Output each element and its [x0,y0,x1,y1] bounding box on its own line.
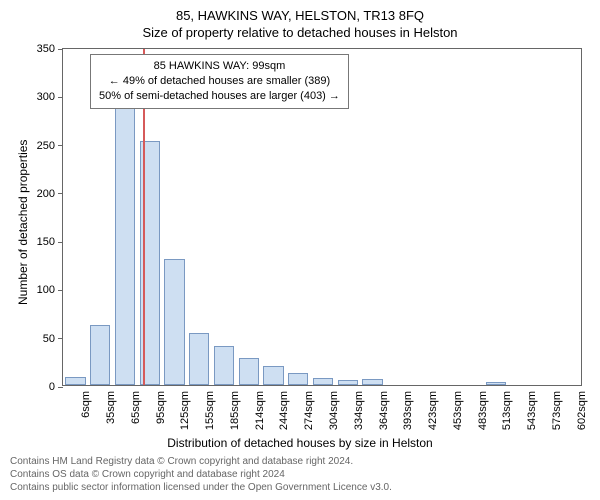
ytick-label: 50 [43,333,63,345]
xtick-label: 483sqm [477,391,489,430]
footer-line-2: Contains OS data © Crown copyright and d… [10,468,392,481]
histogram-bar [164,259,184,385]
xtick-label: 244sqm [278,391,290,430]
histogram-bar [313,378,333,385]
annotation-line-2: ← 49% of detached houses are smaller (38… [99,74,340,89]
ytick-label: 250 [37,140,63,152]
xtick-label: 35sqm [105,391,117,424]
xtick-label: 602sqm [576,391,588,430]
xtick-label: 423sqm [427,391,439,430]
histogram-bar [90,325,110,385]
footer-line-3: Contains public sector information licen… [10,481,392,494]
xtick-label: 274sqm [303,391,315,430]
xtick-label: 214sqm [254,391,266,430]
annotation-box: 85 HAWKINS WAY: 99sqm ← 49% of detached … [90,54,349,109]
y-axis-label: Number of detached properties [16,140,30,305]
xtick-label: 95sqm [155,391,167,424]
footer: Contains HM Land Registry data © Crown c… [10,455,392,494]
xtick-label: 304sqm [328,391,340,430]
ytick-label: 200 [37,188,63,200]
histogram-bar [288,373,308,385]
ytick-label: 150 [37,236,63,248]
ytick-label: 300 [37,91,63,103]
xtick-label: 393sqm [402,391,414,430]
histogram-bar [239,358,259,385]
x-axis-label: Distribution of detached houses by size … [0,436,600,450]
histogram-bar [263,366,283,385]
xtick-label: 543sqm [526,391,538,430]
annotation-line-3: 50% of semi-detached houses are larger (… [99,89,340,104]
xtick-label: 453sqm [452,391,464,430]
xtick-label: 155sqm [204,391,216,430]
histogram-bar [115,89,135,385]
histogram-bar [189,333,209,385]
container: 85, HAWKINS WAY, HELSTON, TR13 8FQ Size … [0,0,600,500]
annotation-line-1: 85 HAWKINS WAY: 99sqm [99,59,340,74]
xtick-label: 185sqm [229,391,241,430]
xtick-label: 334sqm [353,391,365,430]
ytick-label: 100 [37,284,63,296]
xtick-label: 65sqm [130,391,142,424]
histogram-bar [362,379,382,385]
page-title-line1: 85, HAWKINS WAY, HELSTON, TR13 8FQ [0,0,600,23]
ytick-label: 0 [49,381,63,393]
histogram-bar [214,346,234,385]
xtick-label: 573sqm [551,391,563,430]
histogram-bar [338,380,358,385]
footer-line-1: Contains HM Land Registry data © Crown c… [10,455,392,468]
ytick-label: 350 [37,43,63,55]
xtick-label: 364sqm [378,391,390,430]
histogram-bar [65,377,85,385]
page-title-line2: Size of property relative to detached ho… [0,25,600,40]
xtick-label: 513sqm [501,391,513,430]
xtick-label: 125sqm [179,391,191,430]
histogram-bar [486,382,506,385]
xtick-label: 6sqm [80,391,92,418]
